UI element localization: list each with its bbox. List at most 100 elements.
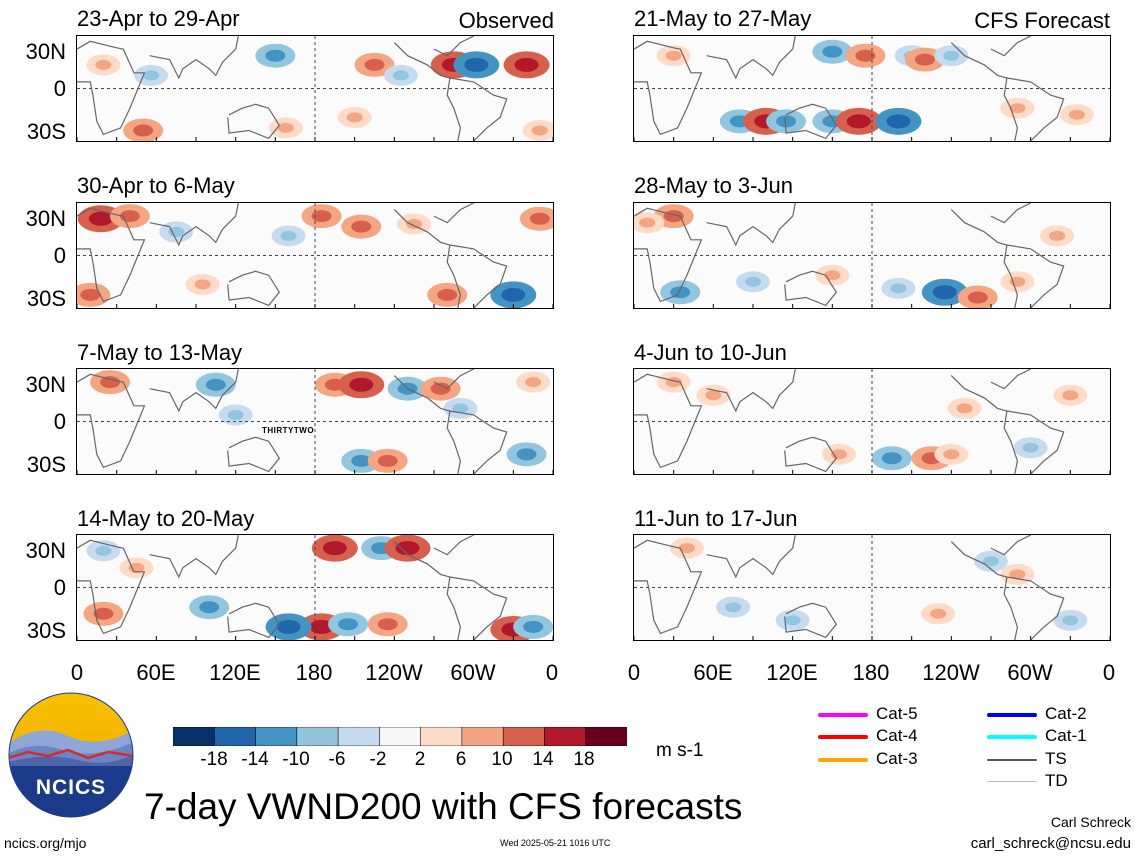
- x-tick-label: 60E: [136, 660, 176, 685]
- anomaly-core: [351, 220, 372, 233]
- panel-title: 23-Apr to 29-Apr: [77, 6, 240, 31]
- site-link[interactable]: ncics.org/mjo: [4, 835, 87, 851]
- panel-title: 4-Jun to 10-Jun: [634, 340, 787, 365]
- coastline: [634, 40, 703, 136]
- storm-label: THIRTYTWO: [262, 426, 315, 435]
- coastline: [634, 373, 703, 469]
- x-tick-label: 60W: [450, 660, 496, 685]
- anomaly-core: [824, 270, 841, 281]
- x-tick-label: 180: [295, 660, 333, 685]
- coastline: [1006, 576, 1065, 640]
- legend-label: Cat-1: [1045, 726, 1087, 745]
- map-panel: [633, 534, 1111, 641]
- colorbar: [172, 726, 628, 747]
- coastline: [77, 539, 146, 635]
- x-tick-label: 120W: [365, 660, 423, 685]
- panel-title: 21-May to 27-May: [634, 6, 812, 31]
- coastline: [449, 244, 508, 308]
- coastline: [433, 203, 474, 224]
- anomaly-core: [392, 70, 409, 81]
- anomaly-core: [932, 285, 957, 300]
- coastline: [990, 535, 1031, 556]
- timestamp: Wed 2025-05-21 1016 UTC: [500, 838, 611, 848]
- map-panel: [76, 35, 554, 142]
- anomaly-core: [322, 541, 347, 556]
- anomaly-core: [377, 454, 398, 467]
- colorbar-swatch: [213, 726, 257, 747]
- legend-swatch: [987, 759, 1037, 761]
- anomaly-core: [776, 115, 797, 128]
- coastline: [449, 576, 508, 640]
- anomaly-core: [1009, 103, 1026, 114]
- legend-swatch: [818, 735, 868, 739]
- anomaly-core: [205, 378, 226, 391]
- anomaly-core: [1062, 390, 1079, 401]
- colorbar-swatch: [255, 726, 298, 747]
- coastline: [1006, 244, 1065, 308]
- anomaly-core: [346, 112, 363, 123]
- heatmap: [77, 36, 553, 141]
- y-tick-label: 30S: [26, 618, 66, 643]
- heatmap: [77, 203, 553, 308]
- coastline: [77, 207, 146, 303]
- y-tick-label: 0: [53, 409, 66, 434]
- anomaly-core: [80, 288, 101, 301]
- anomaly-core: [855, 49, 876, 62]
- legend-swatch: [818, 758, 868, 762]
- anomaly-core: [745, 276, 761, 287]
- anomaly-core: [1022, 442, 1039, 453]
- forecast-label: CFS Forecast: [974, 8, 1110, 33]
- colorbar-swatch: [379, 726, 422, 747]
- coastline: [149, 535, 239, 579]
- heatmap: [634, 203, 1110, 308]
- anomaly-core: [199, 601, 220, 614]
- coastline: [634, 539, 703, 635]
- map-panel: [76, 202, 554, 309]
- anomaly-core: [665, 50, 682, 61]
- y-tick-label: 30S: [26, 119, 66, 144]
- heatmap: [77, 535, 553, 640]
- map-panel: [633, 202, 1111, 309]
- colorbar-swatch: [337, 726, 381, 747]
- anomaly-core: [516, 448, 537, 461]
- coastline: [449, 77, 508, 141]
- coastline: [634, 207, 703, 303]
- coastline: [227, 436, 281, 473]
- anomaly-core: [309, 619, 334, 634]
- anomaly-core: [531, 125, 548, 136]
- coastline: [784, 270, 838, 307]
- heatmap: [77, 369, 553, 474]
- colorbar-tick: -18: [200, 749, 228, 770]
- anomaly-core: [705, 390, 722, 401]
- x-tick-label: 60W: [1007, 660, 1053, 685]
- colorbar-tick: 10: [491, 749, 513, 770]
- anomaly-core: [943, 50, 960, 61]
- panel-title: 11-Jun to 17-Jun: [634, 506, 798, 531]
- anomaly-core: [784, 615, 801, 626]
- colorbar-swatch: [296, 726, 339, 747]
- anomaly-core: [452, 403, 469, 414]
- anomaly-core: [529, 212, 550, 225]
- observed-label: Observed: [458, 8, 554, 33]
- units-label: m s-1: [656, 740, 704, 761]
- map-panel: [76, 534, 554, 641]
- heatmap: [634, 535, 1110, 640]
- x-tick-label: 120E: [209, 660, 261, 685]
- legend-label: Cat-5: [876, 704, 918, 723]
- colorbar-swatches: [172, 726, 628, 747]
- legend-swatch: [987, 713, 1037, 717]
- anomaly-core: [194, 279, 211, 290]
- x-tick-label: 180: [852, 660, 890, 685]
- y-tick-label: 30N: [25, 206, 66, 231]
- logo-text: NCICS: [35, 776, 107, 799]
- y-tick-label: 30S: [26, 286, 66, 311]
- coastline: [706, 203, 796, 247]
- legend-swatch: [818, 713, 868, 717]
- heatmap: [634, 369, 1110, 474]
- anomaly-core: [914, 53, 935, 66]
- coastline: [706, 36, 796, 80]
- colorbar-swatch: [172, 726, 216, 747]
- y-tick-label: 30S: [26, 452, 66, 477]
- author-email[interactable]: carl_schreck@ncsu.edu: [970, 835, 1131, 852]
- x-tick-label: 60E: [693, 660, 733, 685]
